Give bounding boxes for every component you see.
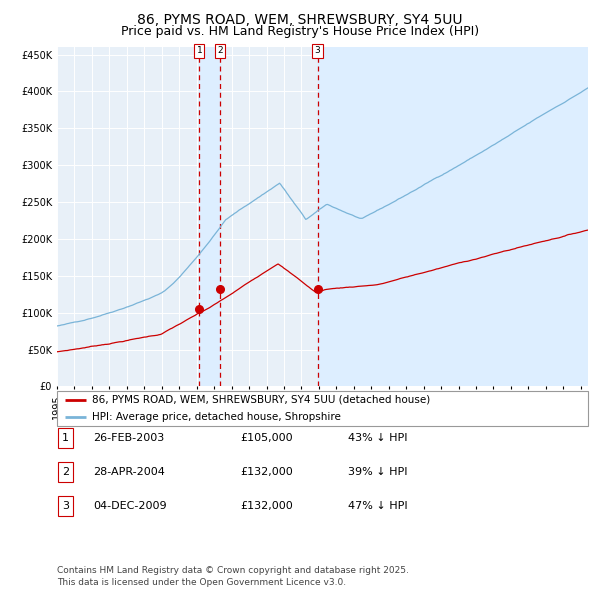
Text: £132,000: £132,000 — [240, 502, 293, 511]
Text: 3: 3 — [314, 47, 320, 55]
Text: 47% ↓ HPI: 47% ↓ HPI — [348, 502, 407, 511]
Text: Price paid vs. HM Land Registry's House Price Index (HPI): Price paid vs. HM Land Registry's House … — [121, 25, 479, 38]
Text: 28-APR-2004: 28-APR-2004 — [93, 467, 165, 477]
Text: 39% ↓ HPI: 39% ↓ HPI — [348, 467, 407, 477]
Text: 1: 1 — [196, 47, 202, 55]
Text: 2: 2 — [62, 467, 69, 477]
Text: 04-DEC-2009: 04-DEC-2009 — [93, 502, 167, 511]
Text: Contains HM Land Registry data © Crown copyright and database right 2025.
This d: Contains HM Land Registry data © Crown c… — [57, 566, 409, 587]
Bar — [199, 47, 220, 386]
Text: 43% ↓ HPI: 43% ↓ HPI — [348, 433, 407, 442]
Text: 2: 2 — [217, 47, 223, 55]
Text: £105,000: £105,000 — [240, 433, 293, 442]
Text: HPI: Average price, detached house, Shropshire: HPI: Average price, detached house, Shro… — [92, 412, 340, 422]
Text: 86, PYMS ROAD, WEM, SHREWSBURY, SY4 5UU: 86, PYMS ROAD, WEM, SHREWSBURY, SY4 5UU — [137, 13, 463, 27]
Bar — [317, 47, 588, 386]
Text: 26-FEB-2003: 26-FEB-2003 — [93, 433, 164, 442]
Text: £132,000: £132,000 — [240, 467, 293, 477]
Text: 3: 3 — [62, 502, 69, 511]
Text: 1: 1 — [62, 433, 69, 442]
Text: 86, PYMS ROAD, WEM, SHREWSBURY, SY4 5UU (detached house): 86, PYMS ROAD, WEM, SHREWSBURY, SY4 5UU … — [92, 395, 430, 405]
